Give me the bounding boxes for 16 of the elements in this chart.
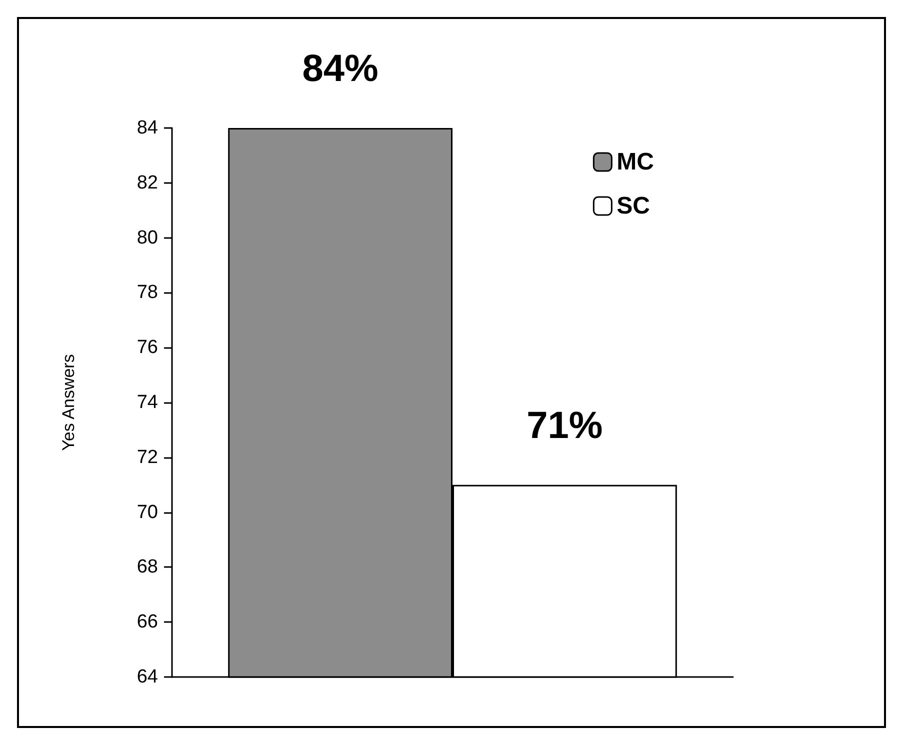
y-tick-label: 66 (136, 612, 158, 633)
y-axis-title: Yes Answers (59, 354, 78, 451)
data-label: 84% (302, 48, 378, 90)
y-tick-label: 74 (136, 392, 158, 413)
data-label: 71% (526, 404, 603, 447)
y-tick-label: 70 (136, 502, 158, 523)
y-tick-label: 84 (136, 118, 158, 138)
y-tick-label: 72 (136, 446, 158, 468)
y-tick-label: 80 (136, 227, 158, 248)
legend-label: SC (616, 192, 650, 220)
y-tick-label: 82 (136, 172, 158, 194)
y-tick-label: 68 (136, 556, 158, 578)
legend-label: MC (616, 148, 654, 176)
y-tick-label: 76 (136, 337, 158, 358)
y-tick-label: 78 (136, 282, 158, 304)
y-tick-label: 64 (136, 666, 158, 688)
